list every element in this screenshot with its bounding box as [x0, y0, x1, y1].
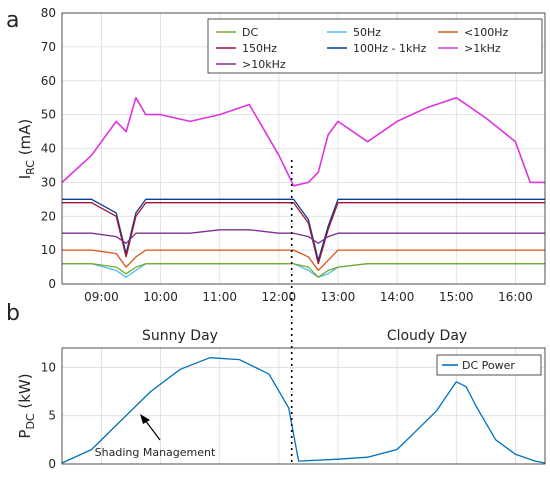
series-line-gt-10khz — [62, 229, 545, 244]
series-line-dc — [62, 263, 545, 278]
tick-labels-a: 09:00 10:00 11:00 12:00 13:00 14:00 15:00 16:00… — [41, 6, 533, 304]
y-axis-label-a: IRC (mA) — [16, 119, 37, 180]
x-tick-label-10-00: 10:00 — [143, 290, 178, 304]
y-tick-label-b-10: 10 — [41, 360, 56, 374]
y-tick-label-a-0: 0 — [48, 277, 56, 291]
legend-label-150hz: 150Hz — [242, 42, 277, 55]
y-tick-label-a-30: 30 — [41, 175, 56, 189]
y-tick-label-a-50: 50 — [41, 108, 56, 122]
shading-annotation-arrowhead — [140, 414, 150, 424]
series-line-lt-100hz — [62, 249, 545, 272]
y-axis-label-b: PDC (kW) — [16, 373, 37, 438]
x-tick-label-09-00: 09:00 — [84, 290, 119, 304]
x-tick-label-14-00: 14:00 — [380, 290, 415, 304]
series-group-b — [61, 357, 546, 464]
legend-label-gt-1khz: >1kHz — [464, 42, 501, 55]
tick-labels-b: 0 5 10 — [41, 360, 56, 471]
cloudy-day-title: Cloudy Day — [387, 328, 467, 344]
y-tick-label-a-40: 40 — [41, 142, 56, 156]
x-tick-label-16-00: 16:00 — [498, 290, 533, 304]
x-tick-label-11-00: 11:00 — [202, 290, 237, 304]
panel-b-label: b — [6, 301, 20, 326]
series-line-gt-1khz — [61, 96, 545, 187]
x-tick-label-15-00: 15:00 — [439, 290, 474, 304]
y-tick-label-a-10: 10 — [41, 243, 56, 257]
legend-b-box — [436, 354, 542, 376]
legend-label-dc-power: DC Power — [462, 359, 515, 372]
panel-a-label: a — [6, 8, 19, 33]
shading-annotation-text: Shading Management — [95, 446, 216, 459]
x-tick-label-12-00: 12:00 — [262, 290, 297, 304]
shading-annotation-arrow-line — [144, 419, 161, 441]
y-tick-label-a-20: 20 — [41, 209, 56, 223]
series-line-100hz-1khz — [62, 198, 545, 261]
axes-box-a — [61, 12, 546, 285]
series-line-dc-power — [61, 357, 546, 464]
legend-label-gt-10khz: >10kHz — [242, 58, 286, 71]
y-axis-label-b-main: P — [16, 430, 34, 439]
legend-a-box — [207, 18, 543, 74]
legend-b: DC Power — [436, 354, 542, 376]
sunny-day-title: Sunny Day — [142, 328, 218, 344]
y-axis-label-a-main: I — [16, 175, 34, 179]
y-axis-label-b-unit: (kW) — [16, 373, 34, 413]
legend-label-100hz-1khz: 100Hz - 1kHz — [353, 42, 427, 55]
x-tick-label-13-00: 13:00 — [321, 290, 356, 304]
y-axis-label-b-sub: DC — [24, 413, 37, 429]
y-tick-label-a-80: 80 — [41, 6, 56, 20]
y-axis-label-a-unit: (mA) — [16, 119, 34, 160]
y-tick-label-a-70: 70 — [41, 40, 56, 54]
legend-label-50hz: 50Hz — [353, 26, 381, 39]
legend-label-dc: DC — [242, 26, 258, 39]
y-tick-label-a-60: 60 — [41, 74, 56, 88]
y-axis-label-a-sub: RC — [24, 160, 37, 175]
y-tick-label-b-0: 0 — [48, 457, 56, 471]
series-line-150hz — [62, 202, 545, 265]
y-tick-label-b-5: 5 — [48, 409, 56, 423]
series-group-a — [61, 96, 545, 278]
axes-box-b — [61, 347, 546, 465]
legend-a: DC 50Hz <100Hz 150Hz 100Hz - 1kHz >1kHz >10kHz — [207, 18, 543, 74]
legend-label-lt-100hz: <100Hz — [464, 26, 508, 39]
